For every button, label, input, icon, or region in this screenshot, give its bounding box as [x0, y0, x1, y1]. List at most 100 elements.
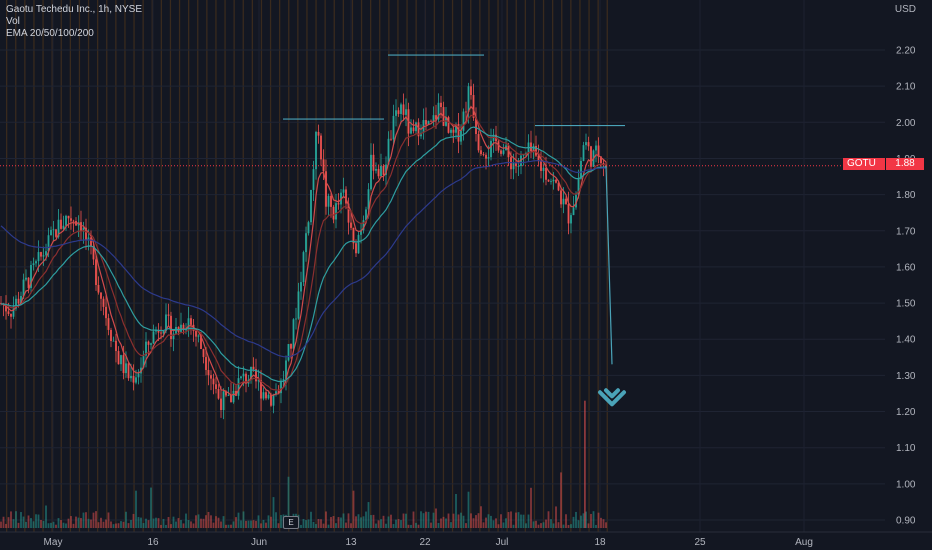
volume-bar — [32, 521, 35, 528]
session-band — [351, 0, 354, 532]
candle-body — [107, 318, 110, 330]
volume-bar — [247, 520, 250, 528]
volume-bar — [22, 516, 25, 528]
candle-body — [205, 357, 207, 370]
candle-body — [565, 198, 567, 205]
volume-bar — [512, 524, 515, 528]
volume-bar — [245, 520, 247, 528]
volume-bar — [85, 512, 87, 528]
volume-bar — [192, 523, 195, 528]
candle-body — [365, 209, 367, 221]
candle-body — [115, 340, 117, 352]
session-band — [242, 0, 244, 532]
candle-body — [225, 391, 227, 396]
candle-body — [412, 127, 415, 132]
candle-body — [335, 203, 337, 220]
volume-bar — [205, 515, 207, 528]
volume-bar — [525, 523, 527, 528]
earnings-marker[interactable]: E — [283, 516, 299, 529]
volume-bar — [122, 521, 125, 528]
candle-body — [277, 391, 280, 394]
session-band — [570, 0, 572, 532]
candle-body — [82, 227, 85, 232]
volume-bar — [197, 514, 200, 528]
volume-bar — [67, 518, 70, 528]
session-band — [133, 0, 135, 532]
volume-bar — [30, 518, 32, 528]
candle-body — [47, 235, 50, 252]
candle-body — [70, 218, 72, 221]
volume-bar — [382, 515, 385, 528]
volume-bar — [217, 517, 220, 528]
volume-bar — [147, 520, 150, 528]
volume-bar — [75, 516, 77, 528]
volume-bar — [365, 511, 367, 528]
candle-body — [467, 86, 470, 112]
volume-bar — [355, 516, 357, 528]
volume-bar — [60, 520, 62, 528]
volume-bar — [17, 522, 20, 528]
volume-bar — [77, 517, 80, 528]
volume-bar — [430, 522, 432, 528]
volume-bar — [600, 517, 602, 528]
candle-body — [215, 384, 217, 389]
candle-body — [552, 179, 555, 182]
symbol-title: Gaotu Techedu Inc., 1h, NYSE — [6, 4, 143, 15]
session-band — [552, 0, 554, 532]
candle-body — [32, 263, 35, 266]
price-tick-label: 1.30 — [896, 371, 916, 382]
candle-body — [195, 330, 197, 337]
candle-body — [352, 227, 355, 244]
volume-bar — [392, 524, 395, 528]
volume-bar — [232, 521, 235, 528]
candle-body — [475, 117, 477, 135]
volume-bar — [272, 497, 275, 528]
volume-bar — [230, 524, 232, 528]
volume-bar — [145, 518, 147, 528]
session-band — [78, 0, 81, 532]
volume-bar — [480, 506, 482, 528]
candle-body — [102, 298, 105, 307]
price-tick-label: 1.60 — [896, 262, 916, 273]
volume-bar — [37, 514, 40, 528]
volume-bar — [495, 518, 497, 528]
candle-body — [322, 159, 325, 172]
volume-bar — [20, 512, 22, 528]
volume-bar — [602, 519, 605, 528]
volume-bar — [65, 523, 67, 528]
volume-bar — [277, 523, 280, 528]
candle-body — [580, 160, 582, 179]
session-band — [160, 0, 162, 532]
session-band — [379, 0, 381, 532]
volume-bar — [317, 518, 320, 528]
volume-bar — [160, 524, 162, 528]
volume-bar — [540, 523, 542, 528]
volume-bar — [240, 520, 242, 528]
candle-body — [397, 110, 400, 114]
volume-bar — [440, 518, 442, 528]
candle-body — [10, 313, 12, 317]
volume-bar — [492, 520, 495, 528]
candle-body — [302, 252, 305, 283]
volume-bar — [190, 521, 192, 528]
candle-body — [447, 117, 450, 133]
candle-body — [317, 131, 320, 136]
volume-bar — [537, 524, 540, 528]
candle-body — [382, 165, 385, 175]
volume-bar — [315, 524, 317, 528]
session-band — [606, 0, 608, 532]
candle-body — [95, 259, 97, 285]
volume-bar — [367, 502, 370, 528]
volume-bar — [10, 511, 12, 528]
volume-bar — [520, 514, 522, 528]
volume-bar — [275, 512, 277, 528]
session-band — [151, 0, 153, 532]
volume-bar — [107, 512, 110, 528]
time-tick-label: Aug — [795, 537, 813, 548]
volume-bar — [347, 513, 350, 528]
volume-bar — [102, 521, 105, 528]
down-arrow-icon — [598, 388, 626, 407]
session-band — [124, 0, 126, 532]
price-tick-label: 1.10 — [896, 443, 916, 454]
